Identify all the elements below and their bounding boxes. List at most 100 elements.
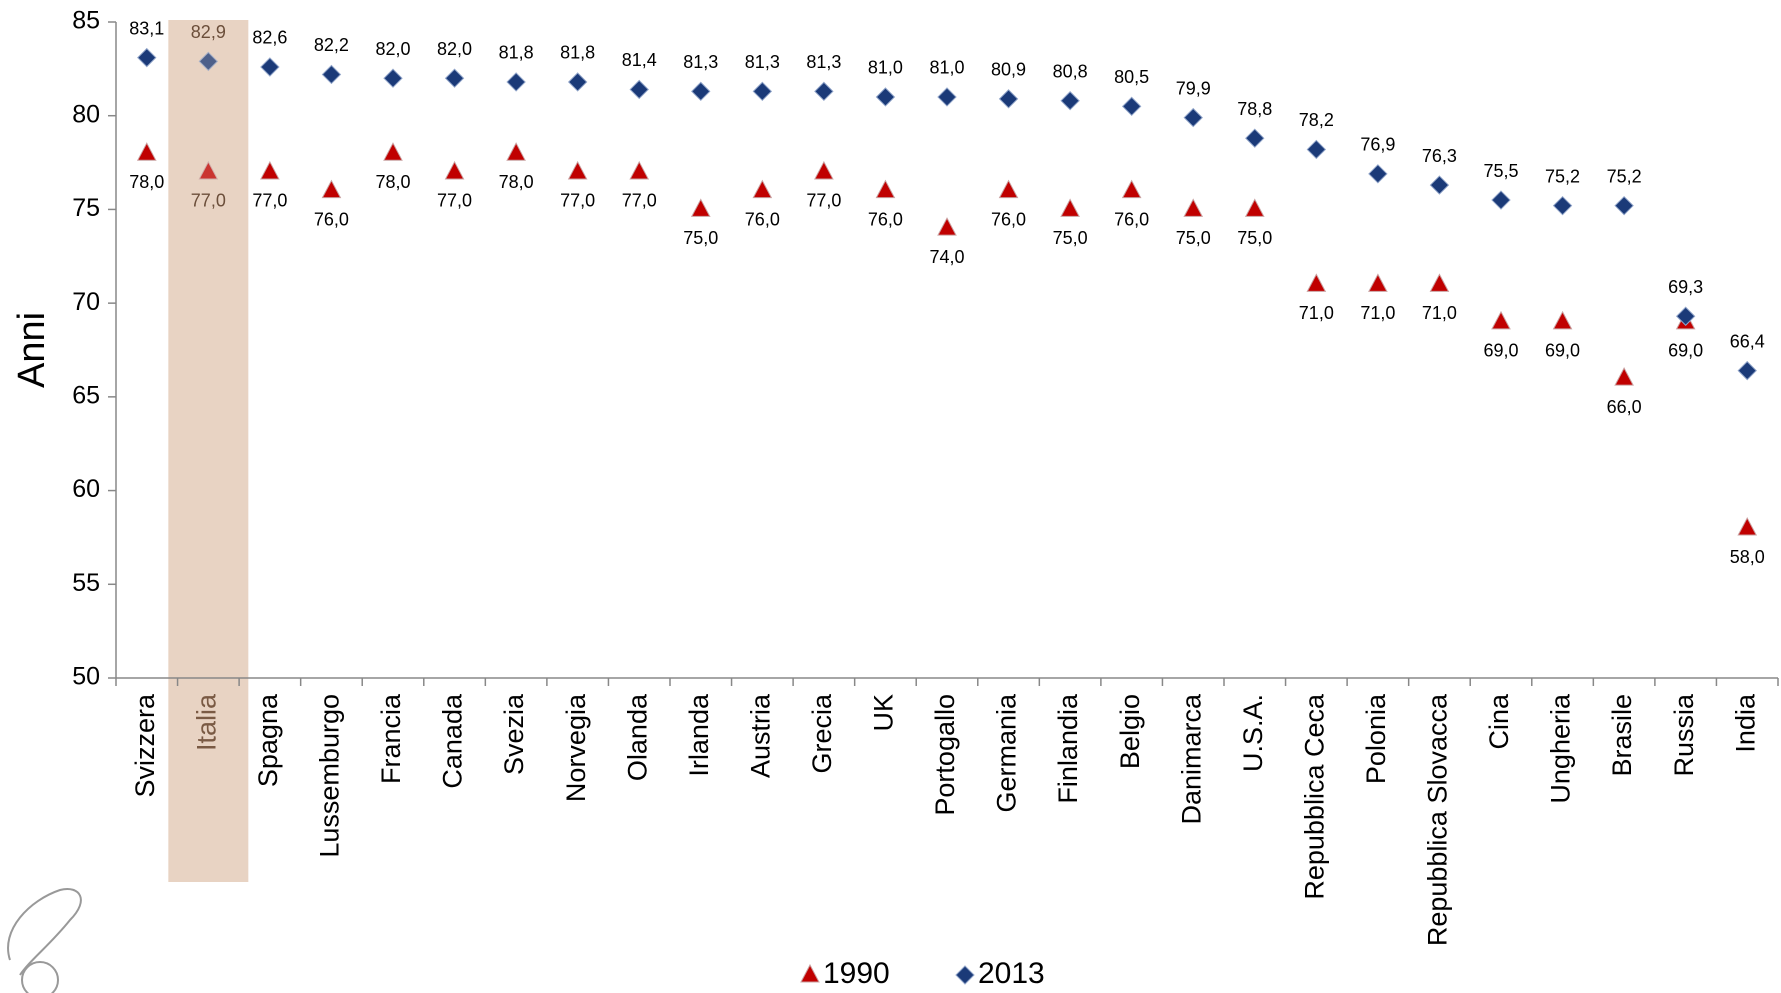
- data-label: 80,8: [1053, 61, 1088, 81]
- data-label: 82,0: [375, 39, 410, 59]
- stethoscope-icon: [7, 888, 82, 993]
- x-tick-label: Russia: [1669, 693, 1699, 777]
- data-label: 77,0: [560, 191, 595, 211]
- y-tick-label: 60: [72, 475, 100, 503]
- diamond-marker: [1245, 128, 1265, 148]
- diamond-marker: [321, 64, 342, 85]
- triangle-marker: [136, 142, 157, 161]
- triangle-marker: [1491, 310, 1511, 330]
- diamond-marker: [1675, 306, 1696, 326]
- triangle-marker: [260, 160, 280, 180]
- diamond-marker: [1306, 139, 1327, 160]
- legend-item: 2013: [955, 957, 1045, 990]
- triangle-marker: [629, 160, 650, 180]
- data-label: 82,2: [314, 35, 349, 55]
- data-label: 76,0: [991, 209, 1026, 229]
- data-label: 79,9: [1176, 78, 1211, 98]
- data-label: 80,9: [991, 60, 1026, 80]
- data-label: 81,0: [868, 58, 903, 78]
- data-label: 75,0: [1176, 228, 1211, 248]
- diamond-marker: [1491, 190, 1511, 210]
- diamond-marker: [1737, 360, 1757, 381]
- triangle-marker: [1552, 310, 1573, 330]
- triangle-marker: [1429, 273, 1450, 292]
- y-tick-label: 55: [72, 569, 100, 597]
- legend-label: 1990: [823, 957, 890, 990]
- diamond-marker: [998, 89, 1019, 109]
- y-tick-label: 85: [72, 7, 100, 35]
- triangle-marker: [937, 217, 957, 236]
- diamond-marker: [1368, 164, 1388, 184]
- data-label: 74,0: [929, 247, 964, 267]
- data-label: 81,0: [929, 58, 964, 78]
- diamond-marker: [137, 47, 157, 68]
- data-label: 69,0: [1668, 341, 1703, 361]
- triangle-marker: [1183, 198, 1204, 217]
- data-label: 66,0: [1607, 397, 1642, 417]
- y-tick-label: 75: [72, 194, 100, 222]
- x-tick-label: Irlanda: [684, 693, 714, 777]
- y-tick-label: 80: [72, 100, 100, 128]
- x-tick-label: Portogallo: [930, 694, 960, 816]
- x-tick-label: Austria: [745, 693, 775, 778]
- data-label: 82,0: [437, 39, 472, 59]
- data-label: 78,0: [499, 172, 534, 192]
- data-label: 77,0: [252, 191, 287, 211]
- diamond-marker: [198, 51, 219, 72]
- data-label: 81,8: [560, 43, 595, 63]
- data-label: 83,1: [129, 18, 164, 38]
- y-axis-title: Anni: [11, 312, 53, 388]
- x-tick-label: Repubblica Slovacca: [1423, 693, 1453, 946]
- triangle-marker: [1244, 198, 1265, 217]
- data-label: 76,0: [1114, 209, 1149, 229]
- data-label: 76,0: [745, 209, 780, 229]
- triangle-marker: [1306, 273, 1327, 292]
- triangle-marker: [875, 179, 896, 199]
- triangle-marker: [690, 198, 711, 217]
- data-label: 77,0: [191, 191, 226, 211]
- data-label: 71,0: [1360, 303, 1395, 323]
- diamond-marker: [1060, 91, 1080, 111]
- data-label: 81,3: [683, 52, 718, 72]
- diamond-marker: [260, 57, 280, 77]
- data-label: 76,0: [314, 209, 349, 229]
- data-label: 81,4: [622, 50, 657, 70]
- triangle-marker: [383, 142, 403, 161]
- data-label: 76,3: [1422, 146, 1457, 166]
- data-label: 71,0: [1299, 303, 1334, 323]
- x-tick-label: Norvegia: [561, 693, 591, 802]
- data-label: 82,6: [252, 28, 287, 48]
- x-tick-label: Cina: [1484, 693, 1514, 750]
- data-label: 75,5: [1483, 161, 1518, 181]
- diamond-marker: [567, 72, 588, 92]
- triangle-marker: [998, 179, 1019, 199]
- triangle-marker: [567, 160, 588, 180]
- triangle-marker: [800, 963, 820, 983]
- diamond-marker: [1121, 96, 1142, 117]
- triangle-marker: [198, 160, 219, 180]
- triangle-marker: [1737, 516, 1758, 536]
- data-label: 77,0: [437, 191, 472, 211]
- x-tick-label: Svizzera: [130, 693, 160, 798]
- data-label: 78,0: [129, 172, 164, 192]
- data-label: 69,3: [1668, 277, 1703, 297]
- diamond-marker: [1552, 195, 1573, 216]
- data-label: 75,2: [1545, 166, 1580, 186]
- x-tick-label: Danimarca: [1176, 693, 1206, 825]
- x-tick-label: Lussemburgo: [315, 694, 345, 858]
- data-label: 82,9: [191, 22, 226, 42]
- diamond-marker: [629, 79, 649, 100]
- diamond-marker: [691, 81, 711, 102]
- x-tick-label: Germania: [992, 693, 1022, 813]
- triangle-marker: [1060, 198, 1080, 217]
- x-tick-label: Ungheria: [1546, 693, 1576, 804]
- x-tick-label: Francia: [376, 693, 406, 784]
- data-label: 69,0: [1545, 341, 1580, 361]
- triangle-marker: [1121, 179, 1142, 199]
- diamond-marker: [444, 68, 465, 88]
- y-tick-label: 65: [72, 381, 100, 409]
- data-label: 75,2: [1607, 166, 1642, 186]
- diamond-marker: [1183, 107, 1203, 128]
- diamond-marker: [955, 965, 975, 985]
